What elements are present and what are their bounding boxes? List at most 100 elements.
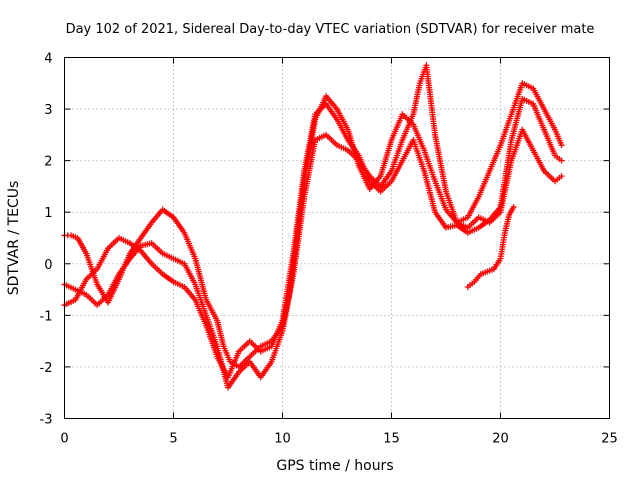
data-trail [221,345,233,363]
data-trail [106,236,121,250]
data-trail [346,138,361,157]
data-trail [466,280,476,289]
y-tick-label: 0 [44,258,52,273]
data-trail [259,339,273,349]
data-trail [389,159,405,183]
data-trail [182,262,198,286]
data-trail [139,221,154,240]
data-trail [421,149,438,183]
x-tick-label: 10 [274,432,291,447]
data-trail [552,128,564,146]
data-trail [508,97,525,141]
data-trail [161,207,175,220]
data-trail [117,257,132,276]
data-trail [389,139,405,172]
data-trail [346,149,360,162]
data-trail [204,298,220,322]
data-trail [139,249,154,265]
data-trail [400,113,416,141]
data-trail [554,174,563,183]
data-trail [335,118,350,141]
data-trail [314,102,328,116]
data-trail [85,293,99,307]
data-trail [301,113,318,172]
x-tick-label: 20 [492,432,509,447]
data-trail [368,179,382,193]
data-trail [85,267,99,281]
data-trail [259,344,273,354]
data-trail [324,133,339,147]
data-trail [421,170,438,214]
data-trail [106,273,121,296]
chart-title: Day 102 of 2021, Sidereal Day-to-day VTE… [66,22,595,37]
data-trail [378,139,394,177]
x-tick-label: 0 [60,432,68,447]
data-trail [237,339,251,353]
data-trail [203,314,220,348]
data-trail [432,134,449,193]
data-trail [75,236,89,255]
data-marks [61,62,565,391]
data-trail [248,339,262,353]
data-trail [95,247,111,270]
series-track-4 [464,204,517,290]
data-trail [521,81,535,91]
data-trail [192,257,209,301]
data-trail [486,266,495,274]
data-trail [203,324,220,358]
data-trail [161,272,175,284]
axis-ticks: 0 5 10 15 20 25 -3 -2 -1 0 1 2 3 4 [40,52,618,447]
data-trail [128,241,142,253]
data-trail [378,169,394,188]
data-trail [502,214,512,234]
data-trail [172,256,186,266]
y-tick-label: -1 [40,309,53,324]
data-trail [193,283,209,317]
data-trail [290,170,308,255]
data-trail [480,269,489,277]
data-trail [509,128,525,162]
data-trail [497,232,508,260]
data-trail [182,231,198,260]
data-trail [314,132,327,142]
data-trail [96,293,110,307]
data-trail [118,236,131,246]
data-trail [389,113,405,141]
data-trail [455,223,469,235]
data-trail [214,319,227,348]
data-trail [443,190,460,224]
data-trail [472,273,483,283]
data-trail [520,128,536,152]
data-trail [269,319,285,348]
data-trail [476,170,492,198]
y-tick-label: -2 [40,361,53,376]
data-trail [507,205,516,216]
data-trail [171,216,187,234]
data-trail [106,278,122,304]
data-trail [379,179,393,193]
data-trail [542,108,557,131]
data-trail [411,139,427,172]
data-trail [237,355,251,369]
plot-frame [64,57,610,419]
series-track-2 [61,62,565,391]
data-trail [324,95,339,111]
data-trail [63,297,77,308]
data-trail [488,205,502,222]
data-trail [290,195,307,275]
data-trail [259,360,274,379]
data-trail [542,128,558,157]
data-trail [73,278,89,301]
data-trail [356,164,372,190]
data-trail [554,154,563,162]
y-tick-label: 4 [44,52,52,67]
data-trail [410,82,423,116]
data-trail [150,208,165,224]
data-trail [63,282,77,292]
data-trail [521,96,535,106]
data-trail [237,360,251,374]
data-trail [465,195,481,219]
data-trail [226,371,241,389]
data-trail [356,154,372,183]
y-tick-label: 3 [44,103,52,118]
